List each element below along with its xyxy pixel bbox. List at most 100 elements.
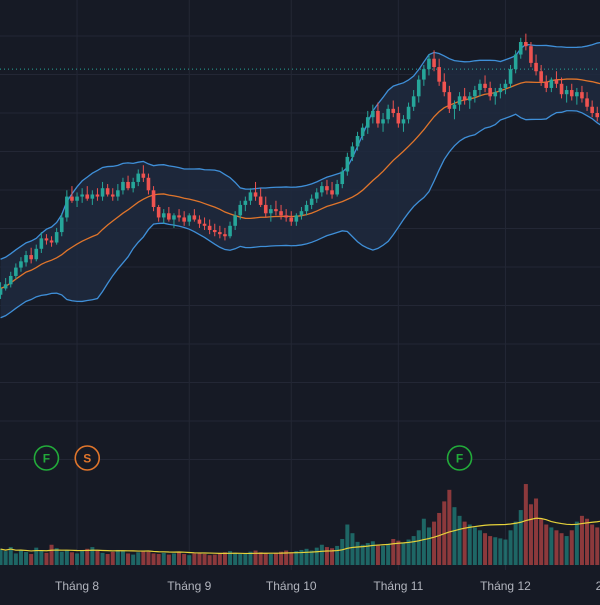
candle	[126, 175, 130, 191]
financial-marker[interactable]: F	[33, 445, 60, 471]
candle	[151, 186, 156, 212]
candle	[39, 232, 44, 253]
volume-bar	[217, 553, 222, 565]
candle	[396, 106, 401, 128]
candle	[493, 87, 498, 105]
candle	[457, 92, 462, 111]
candle-body	[452, 104, 457, 109]
candle	[161, 209, 166, 224]
candle	[427, 54, 431, 76]
candle	[432, 50, 436, 72]
candle-body	[44, 238, 49, 241]
volume-bar	[207, 555, 212, 565]
volume-bar	[69, 552, 74, 565]
candle-body	[422, 69, 426, 80]
candle-body	[161, 213, 166, 218]
candle-body	[325, 186, 329, 191]
candle-body	[238, 204, 243, 216]
volume-bar	[375, 544, 380, 565]
candle-body	[483, 83, 487, 88]
x-axis-tick-label: Tháng 11	[373, 579, 423, 593]
candle-body	[121, 181, 125, 191]
candle	[416, 75, 421, 103]
volume-bar	[299, 549, 304, 565]
volume-bar	[452, 507, 457, 565]
candle-body	[269, 209, 273, 214]
candle-body	[8, 275, 13, 285]
volume-bar	[59, 551, 64, 565]
volume-bar	[197, 552, 202, 565]
candle-body	[197, 219, 202, 224]
volume-bar	[544, 524, 549, 565]
marker-label: F	[456, 452, 463, 466]
x-axis-tick-label: Tháng 10	[266, 579, 317, 593]
candle-body	[29, 255, 33, 260]
candle-body	[141, 173, 146, 178]
candle-body	[350, 146, 355, 157]
volume-bar	[136, 552, 141, 565]
volume-bar	[13, 553, 18, 565]
volume-bar	[126, 553, 131, 565]
candle-body	[457, 96, 462, 105]
volume-bar	[131, 554, 136, 565]
candle-body	[427, 58, 431, 70]
candle-body	[19, 261, 23, 268]
candle	[248, 188, 253, 205]
candle	[534, 54, 538, 76]
candle	[238, 200, 243, 220]
candle-body	[177, 215, 181, 218]
candle	[447, 85, 452, 114]
volume-bar	[110, 551, 115, 565]
volume-bar	[54, 548, 59, 565]
candle	[141, 165, 146, 182]
candle	[452, 100, 457, 120]
candle-body	[202, 223, 207, 226]
candle	[228, 221, 232, 239]
candle-body	[151, 190, 156, 208]
volume-bar	[416, 530, 421, 565]
candle	[54, 227, 59, 245]
volume-bar	[228, 551, 233, 565]
candle	[309, 194, 314, 210]
candle	[14, 263, 18, 280]
candle	[360, 123, 365, 141]
candle	[411, 90, 416, 111]
candle-body	[544, 81, 549, 88]
candle-body	[345, 156, 350, 172]
volume-bar	[579, 515, 584, 565]
x-axis-tick-label: Tháng 9	[167, 579, 211, 593]
volume-bar	[513, 521, 518, 565]
volume-bar	[345, 524, 350, 565]
candle-body	[54, 232, 59, 243]
candle	[90, 190, 95, 205]
candle-body	[360, 127, 365, 136]
volume-bar	[105, 554, 110, 565]
marker-circle	[74, 445, 101, 471]
candle	[422, 64, 426, 86]
candle-body	[156, 207, 161, 218]
candle	[549, 77, 554, 93]
volume-bar	[523, 484, 528, 565]
candle-body	[411, 96, 416, 107]
candle-body	[100, 188, 105, 197]
volume-bar	[350, 533, 355, 565]
candle-body	[478, 83, 482, 91]
volume-bar	[391, 538, 396, 565]
candle	[8, 271, 13, 288]
candle	[376, 102, 380, 128]
split-marker[interactable]: S	[74, 445, 101, 471]
candle	[105, 184, 110, 197]
candle-body	[146, 177, 151, 191]
candle	[330, 181, 334, 199]
volume-bar	[268, 554, 273, 565]
candle-body	[228, 225, 232, 237]
financial-marker[interactable]: F	[446, 445, 473, 471]
candle	[371, 104, 375, 124]
candle	[503, 79, 508, 95]
volume-bar	[528, 504, 533, 565]
candle-body	[131, 181, 135, 189]
candle	[289, 211, 294, 226]
